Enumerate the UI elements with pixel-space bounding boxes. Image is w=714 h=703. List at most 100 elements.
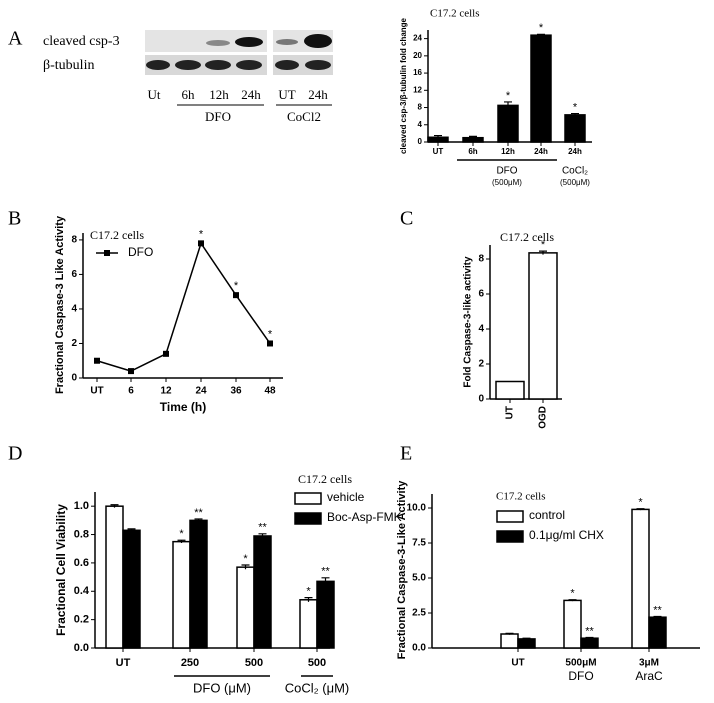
lane-label: 24h xyxy=(308,87,328,102)
significance: * xyxy=(199,228,204,240)
y-tick-label: 16 xyxy=(413,68,422,77)
x-tick-label: 36 xyxy=(230,386,242,397)
x-tick-label: 6h xyxy=(468,147,477,156)
chart-title: C17.2 cells xyxy=(298,472,352,486)
y-tick-label: 2 xyxy=(71,338,77,349)
y-tick-label: 0.6 xyxy=(74,557,89,569)
chart-title: C17.2 cells xyxy=(90,228,144,242)
lane-label: 24h xyxy=(241,87,261,102)
significance: * xyxy=(243,553,248,565)
significance: ** xyxy=(321,566,330,578)
y-axis-label: Fractional Caspase-3-Like Activity xyxy=(396,480,408,660)
bar xyxy=(530,34,552,143)
error-bar xyxy=(522,637,531,640)
significance: * xyxy=(541,239,546,251)
point xyxy=(267,340,273,347)
y-tick-label: 6 xyxy=(71,269,77,280)
legend-marker xyxy=(104,250,110,256)
lane-label: Ut xyxy=(148,87,161,102)
group-label: CoCl2 xyxy=(287,109,321,124)
y-tick-label: 4 xyxy=(478,324,484,335)
group-label: AraC xyxy=(635,669,663,683)
legend-label: 0.1μg/ml CHX xyxy=(529,528,604,542)
bar xyxy=(528,252,558,400)
blot-band xyxy=(305,60,331,70)
lane-label: 6h xyxy=(182,87,196,102)
significance: * xyxy=(268,328,273,340)
significance: * xyxy=(570,588,575,600)
x-tick-label: 24 xyxy=(195,386,207,397)
error-bar xyxy=(585,636,594,639)
y-tick-label: 20 xyxy=(413,51,422,60)
error-bar xyxy=(110,504,119,508)
bar xyxy=(495,380,525,400)
y-tick-label: 0.0 xyxy=(412,643,426,654)
group-label: CoCl₂ (μM) xyxy=(285,680,350,695)
blot-band xyxy=(236,60,262,70)
significance: * xyxy=(573,101,578,113)
x-tick-label: 500μM xyxy=(565,658,596,669)
y-tick-label: 0.8 xyxy=(74,528,89,540)
blot-band xyxy=(235,37,263,47)
bar xyxy=(497,104,519,143)
x-tick-label: UT xyxy=(505,406,516,419)
significance: * xyxy=(179,528,184,540)
x-tick-label: UT xyxy=(116,657,131,669)
x-tick-label: 24h xyxy=(534,147,548,156)
error-bar xyxy=(241,564,250,570)
bar xyxy=(299,599,318,649)
error-bar xyxy=(504,101,512,109)
y-tick-label: 12 xyxy=(413,85,422,94)
bar xyxy=(631,508,650,649)
x-tick-label: 48 xyxy=(264,386,276,397)
point xyxy=(128,368,134,375)
error-bar xyxy=(568,599,577,602)
bar xyxy=(236,566,255,649)
error-bar xyxy=(258,533,267,539)
bar xyxy=(189,519,208,649)
x-tick-label: 12h xyxy=(501,147,515,156)
bar xyxy=(172,540,191,649)
significance: ** xyxy=(194,507,203,519)
legend-swatch xyxy=(294,512,322,525)
error-bar xyxy=(539,250,547,255)
point xyxy=(163,350,169,357)
blot-band xyxy=(276,39,298,45)
y-tick-label: 24 xyxy=(413,34,422,43)
y-tick-label: 0.2 xyxy=(74,614,89,626)
blot-row-label: cleaved csp-3 xyxy=(43,34,120,49)
legend-swatch xyxy=(294,492,322,505)
bar xyxy=(122,529,141,649)
panel-letter: A xyxy=(8,28,23,50)
error-bar xyxy=(653,615,662,618)
error-bar xyxy=(304,597,313,602)
y-axis-label: Fractional Caspase-3 Like Activity xyxy=(54,215,66,394)
line xyxy=(96,241,271,372)
x-tick-label: 3μM xyxy=(639,658,659,669)
error-bar xyxy=(321,577,330,585)
blot-band xyxy=(206,40,230,46)
legend-label: Boc-Asp-FMK xyxy=(327,510,402,524)
group-label: DFO (μM) xyxy=(193,680,251,695)
error-bar xyxy=(469,135,477,139)
y-tick-label: 4 xyxy=(71,304,77,315)
error-bar xyxy=(537,33,545,37)
y-tick-label: 2 xyxy=(478,359,484,370)
legend-label: vehicle xyxy=(327,490,365,504)
x-tick-label: UT xyxy=(90,386,103,397)
y-tick-label: 0 xyxy=(418,137,423,146)
blot-band xyxy=(304,34,332,48)
error-bar xyxy=(434,134,442,139)
chart-title: C17.2 cells xyxy=(496,491,546,503)
y-tick-label: 0 xyxy=(478,394,484,405)
x-tick-label: 6 xyxy=(128,386,134,397)
blot-row-label: β-tubulin xyxy=(43,58,94,73)
y-axis-label: Fractional Cell Viability xyxy=(54,504,68,636)
x-tick-label: UT xyxy=(433,147,444,156)
y-tick-label: 6 xyxy=(478,289,484,300)
blot-band xyxy=(205,60,231,70)
x-tick-label: 24h xyxy=(568,147,582,156)
significance: ** xyxy=(653,604,662,616)
group-label: DFO xyxy=(205,109,231,124)
